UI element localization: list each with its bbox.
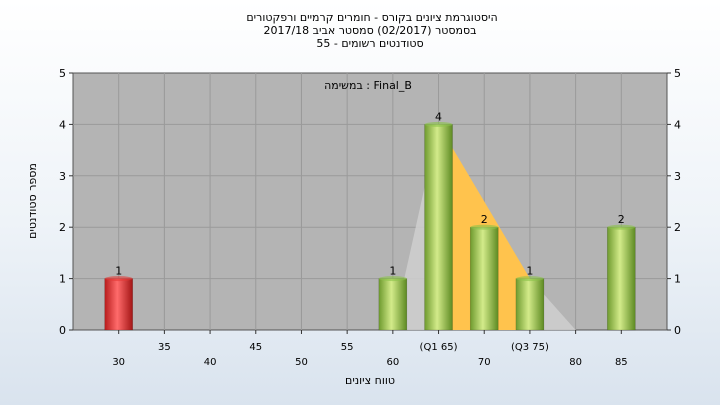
bar-top-cap <box>104 276 133 282</box>
histogram-bar <box>469 226 499 331</box>
bar-value-label: 1 <box>389 265 396 278</box>
y-tick-labels-left: 0 1 2 3 4 5 <box>59 67 66 337</box>
x-tick-label-bottom-row: 40 <box>204 357 217 368</box>
y-tick-label-right: 1 <box>674 273 681 286</box>
y-tick-label-left: 3 <box>59 170 66 183</box>
bar-value-label: 1 <box>526 265 533 278</box>
x-tick-labels: 35 45 55 (Q1 65) (Q3 75) 30 40 50 60 70 80 85 <box>112 342 627 368</box>
x-tick-label-bottom-row: 60 <box>386 357 399 368</box>
bar-top-cap <box>378 276 407 282</box>
bar-labels: 1 1 4 2 1 2 <box>115 110 625 277</box>
bar-top-cap <box>607 224 636 230</box>
y-tick-label-right: 2 <box>674 221 681 234</box>
bar-top-cap <box>470 224 499 230</box>
bar-value-label: 4 <box>435 110 442 123</box>
x-tick-label-top-row: 45 <box>249 342 262 353</box>
histogram-bar <box>607 226 636 331</box>
bar-value-label: 2 <box>481 213 488 226</box>
y-tick-label-left: 2 <box>59 221 66 234</box>
histogram-bar <box>515 278 545 331</box>
plot-area <box>72 72 668 331</box>
bars <box>104 121 636 331</box>
y-tick-label-left: 0 <box>59 324 66 337</box>
x-tick-label-bottom-row: 30 <box>112 357 125 368</box>
x-axis-title: טווח ציונים <box>345 374 395 387</box>
histogram-bar <box>378 278 408 331</box>
plot-annotation: במשימה : Final_B <box>324 79 412 92</box>
bar-value-label: 1 <box>115 265 122 278</box>
y-tick-label-left: 4 <box>59 118 66 131</box>
histogram-bar <box>424 124 453 331</box>
chart-title-line-2: בסמסטר (02/2017) סמסטר אביב 2017/18 <box>263 24 476 37</box>
x-tick-label-bottom-row: 50 <box>295 357 308 368</box>
x-tick-label-top-row: (Q3 75) <box>511 342 549 353</box>
y-tick-label-right: 5 <box>674 67 681 80</box>
y-tick-label-right: 4 <box>674 118 681 131</box>
x-tick-label-top-row: 35 <box>158 342 171 353</box>
y-tick-labels-right: 0 1 2 3 4 5 <box>674 67 681 337</box>
y-tick-label-left: 1 <box>59 273 66 286</box>
x-tick-label-top-row: (Q1 65) <box>420 342 458 353</box>
histogram-bar <box>104 278 133 331</box>
bar-top-cap <box>515 276 544 282</box>
y-tick-label-right: 3 <box>674 170 681 183</box>
x-tick-label-bottom-row: 85 <box>615 357 628 368</box>
x-tick-label-bottom-row: 80 <box>569 357 582 368</box>
bar-value-label: 2 <box>618 213 625 226</box>
chart-title-line-3: סטודנטים רשומים - 55 <box>316 37 423 50</box>
y-tick-label-right: 0 <box>674 324 681 337</box>
chart-title-line-1: היסטוגרמת ציונים בקורס - חומרים קרמיים ו… <box>246 11 497 24</box>
bar-top-cap <box>424 121 453 127</box>
y-axis-title: מספר סטודנטים <box>26 163 39 239</box>
x-tick-label-top-row: 55 <box>341 342 354 353</box>
y-tick-label-left: 5 <box>59 67 66 80</box>
x-tick-label-bottom-row: 70 <box>478 357 491 368</box>
